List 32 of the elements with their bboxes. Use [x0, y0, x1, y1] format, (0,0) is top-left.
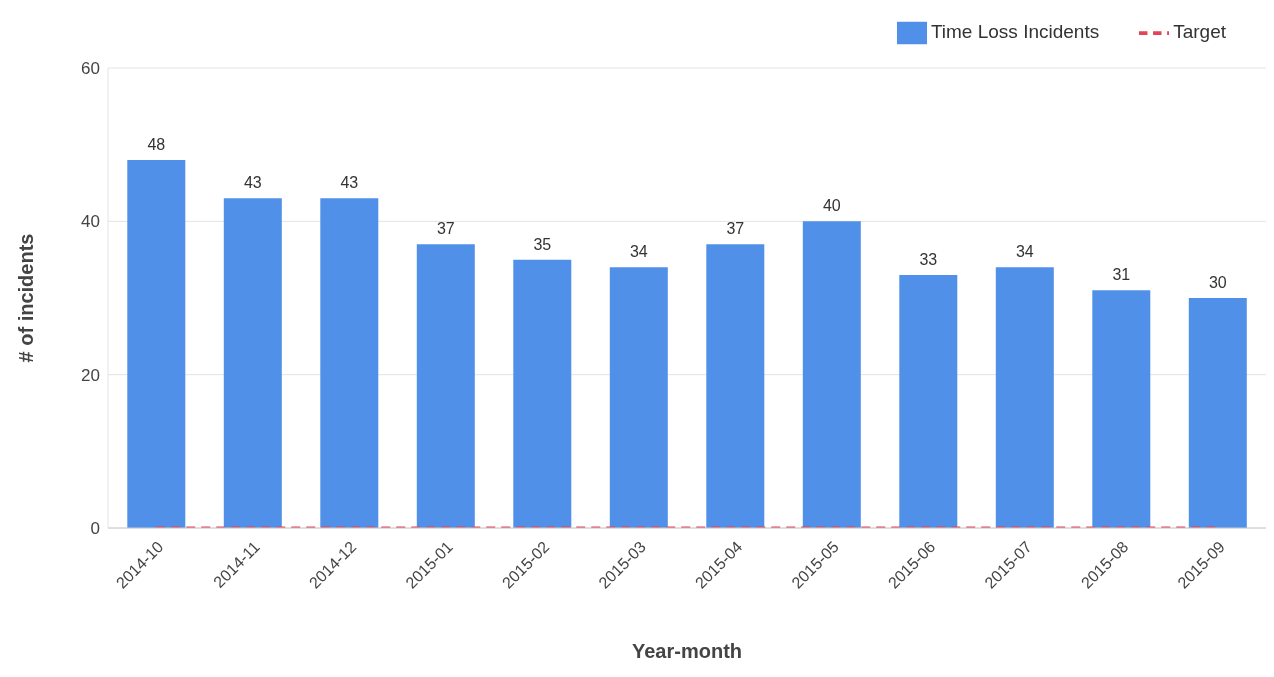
bar: [223, 198, 282, 528]
data-label: 33: [919, 251, 938, 268]
data-label: 37: [726, 220, 745, 238]
y-axis-title: # of incidents: [15, 233, 38, 363]
bar: [1188, 298, 1247, 528]
bar: [1092, 290, 1151, 528]
y-tick-label: 0: [90, 519, 100, 539]
data-label: 34: [629, 243, 648, 261]
legend-label: Time Loss Incidents: [930, 21, 1100, 43]
bar: [899, 275, 958, 528]
data-label: 35: [533, 235, 552, 253]
bar: [609, 267, 668, 528]
y-tick-label: 60: [81, 59, 100, 79]
data-label: 37: [436, 220, 455, 238]
bar: [995, 267, 1054, 528]
data-label: 43: [340, 174, 359, 192]
data-label: 40: [822, 197, 841, 215]
data-label: 43: [243, 174, 262, 192]
x-axis-title: Year-month: [631, 640, 743, 662]
data-label: 34: [1015, 243, 1034, 261]
bar: [127, 160, 186, 528]
bar: [320, 198, 379, 528]
legend-label: Target: [1173, 21, 1226, 43]
data-label: 48: [147, 136, 166, 153]
bar: [513, 259, 572, 528]
y-tick-label: 20: [81, 365, 100, 385]
data-label: 31: [1112, 266, 1131, 284]
y-tick-label: 40: [81, 212, 100, 232]
bar: [802, 221, 861, 528]
bar: [416, 244, 475, 528]
bar: [706, 244, 765, 528]
data-label: 30: [1208, 274, 1227, 291]
